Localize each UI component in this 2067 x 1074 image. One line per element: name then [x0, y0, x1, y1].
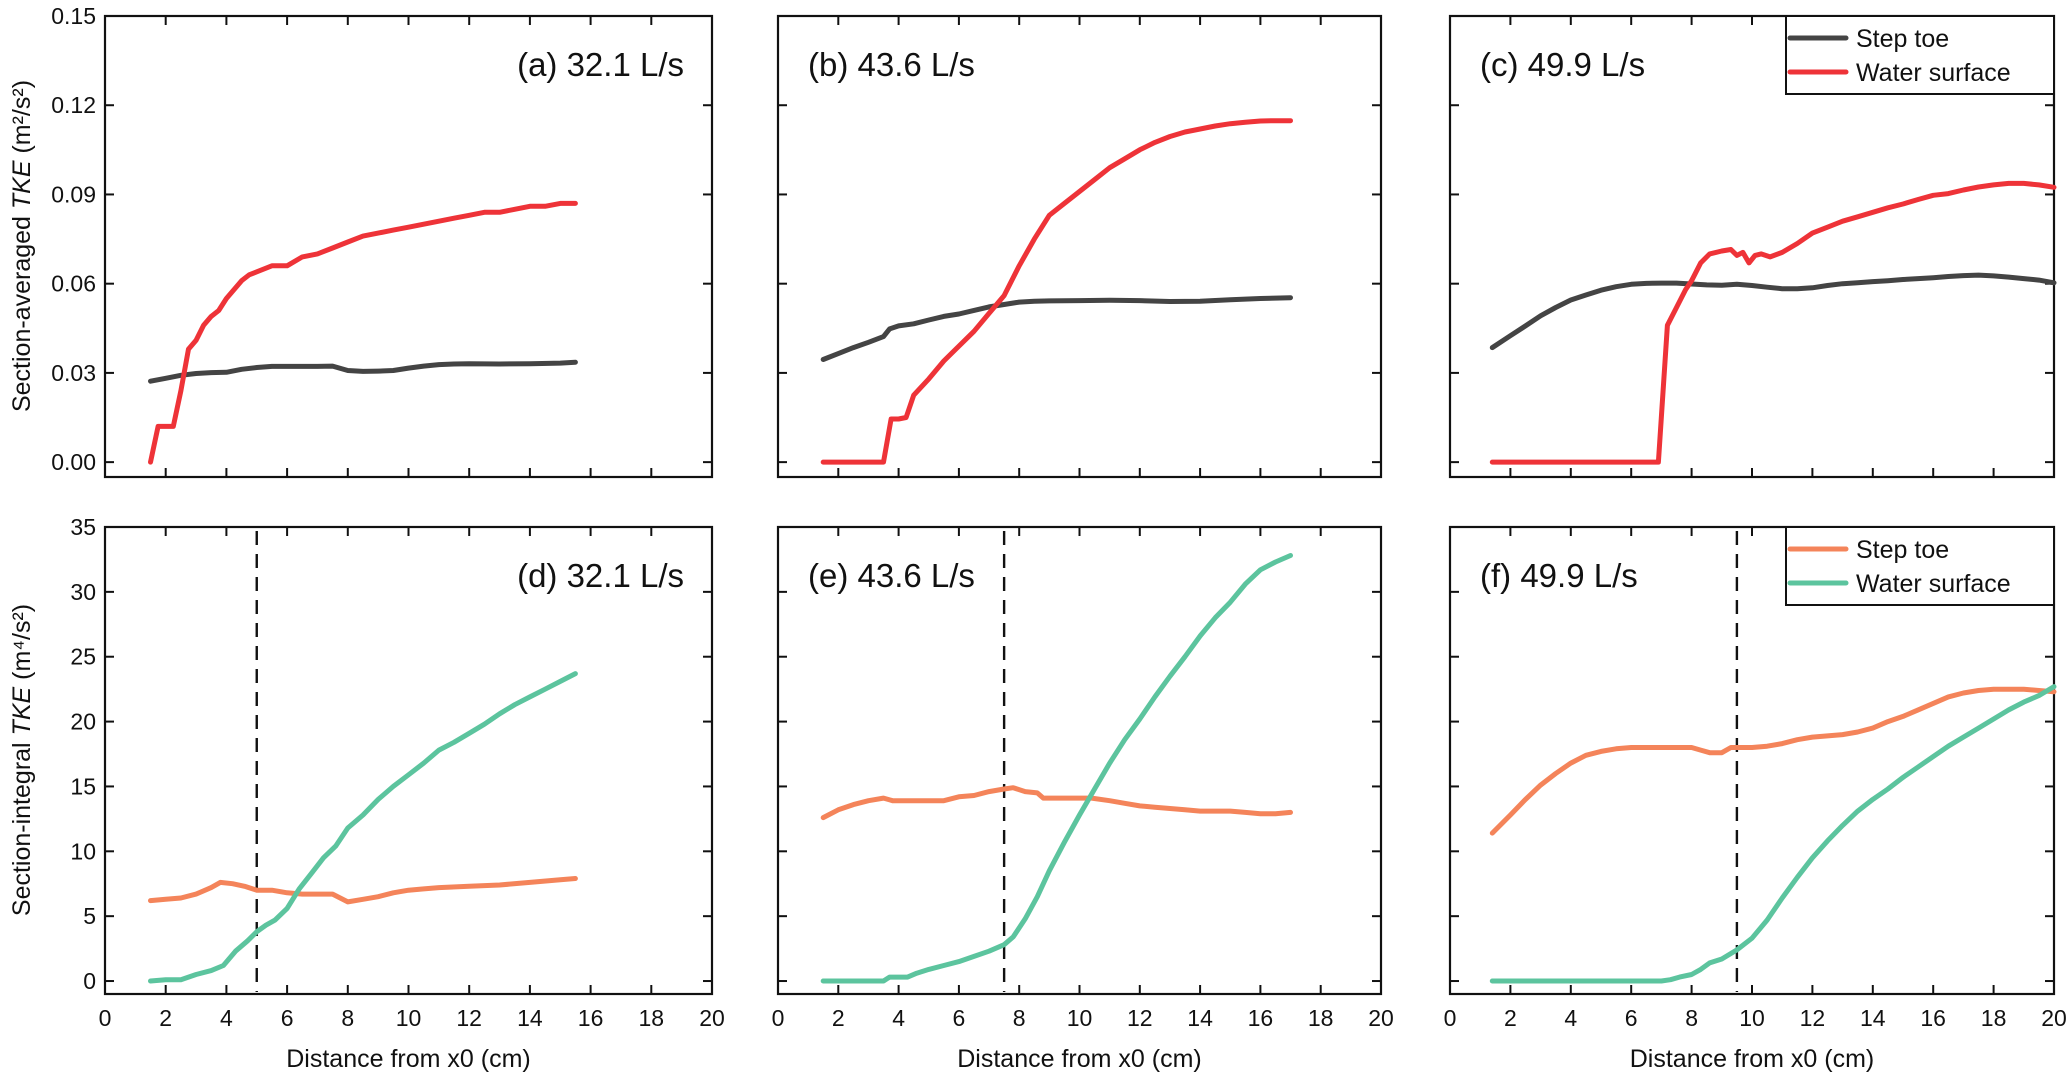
y-tick-label: 25 [70, 644, 96, 670]
series-line-water-surface [148, 671, 578, 984]
x-tick-label: 10 [1739, 1005, 1765, 1031]
series-line-water-surface [820, 118, 1293, 465]
y-tick-label: 0.06 [51, 271, 96, 297]
axis-frame [103, 14, 714, 479]
top-row-y-axis-title: Section-averaged TKE (m²/s²) [8, 80, 36, 412]
legend-entry: Water surface [1856, 59, 2011, 87]
x-tick-label: 20 [1368, 1005, 1394, 1031]
panel-label: (f) 49.9 L/s [1480, 557, 1638, 594]
series-line-step-toe [1489, 272, 2057, 351]
y-tick-label: 35 [70, 514, 96, 540]
x-tick-label: 18 [1308, 1005, 1334, 1031]
x-tick-label: 10 [1067, 1005, 1093, 1031]
x-tick-label: 0 [99, 1005, 112, 1031]
y-tick-label: 0.15 [51, 3, 96, 29]
x-tick-label: 8 [1013, 1005, 1026, 1031]
x-tick-label: 20 [699, 1005, 725, 1031]
panel-label: (a) 32.1 L/s [517, 46, 684, 83]
series-line-water-surface [820, 553, 1293, 984]
x-tick-label: 2 [832, 1005, 845, 1031]
x-tick-label: 14 [1860, 1005, 1886, 1031]
x-tick-label: 8 [1685, 1005, 1698, 1031]
panels: 0.00 0.03 0.06 0.09 0.12 0.15 (a) 32.1 L/s (b) … [51, 3, 2067, 1073]
x-tick-label: 2 [159, 1005, 172, 1031]
x-tick-label: 16 [1248, 1005, 1274, 1031]
axis-frame [776, 525, 1383, 996]
y-tick-label: 20 [70, 709, 96, 735]
x-tick-label: 6 [953, 1005, 966, 1031]
y-tick-label: 0 [83, 968, 96, 994]
panel-label: (b) 43.6 L/s [808, 46, 975, 83]
panel-b: (b) 43.6 L/s [776, 14, 1383, 479]
y-tick-label: 15 [70, 773, 96, 799]
y-tick-label: 10 [70, 838, 96, 864]
x-tick-label: 8 [341, 1005, 354, 1031]
legend: Step toe Water surface [1785, 15, 2055, 95]
x-tick-label: 6 [281, 1005, 294, 1031]
x-tick-label: 12 [1127, 1005, 1153, 1031]
x-axis-title: Distance from x0 (cm) [1630, 1045, 1874, 1073]
y-tick-label: 0.12 [51, 92, 96, 118]
x-tick-label: 4 [1564, 1005, 1577, 1031]
series-line-water-surface [1489, 684, 2057, 984]
axis-frame [776, 14, 1383, 479]
x-tick-label: 12 [456, 1005, 482, 1031]
x-tick-label: 0 [1444, 1005, 1457, 1031]
x-tick-label: 10 [396, 1005, 422, 1031]
x-tick-label: 16 [1920, 1005, 1946, 1031]
series-line-step-toe [148, 359, 578, 384]
x-tick-label: 14 [517, 1005, 543, 1031]
x-tick-label: 16 [578, 1005, 604, 1031]
series-line-step-toe [820, 785, 1293, 821]
x-tick-label: 0 [772, 1005, 785, 1031]
y-tick-label: 5 [83, 903, 96, 929]
panel-label: (c) 49.9 L/s [1480, 46, 1645, 83]
legend-entry: Step toe [1856, 536, 1949, 564]
series-line-step-toe [148, 876, 578, 905]
axis-frame [103, 525, 714, 996]
series-line-step-toe [1489, 686, 2057, 836]
series-line-water-surface [148, 200, 578, 465]
x-tick-label: 4 [892, 1005, 905, 1031]
legend-box [1785, 15, 2055, 95]
y-tick-label: 0.03 [51, 360, 96, 386]
panel-a: 0.00 0.03 0.06 0.09 0.12 0.15 (a) 32.1 L/s [51, 3, 714, 479]
y-tick-label: 0.00 [51, 449, 96, 475]
x-tick-label: 2 [1504, 1005, 1517, 1031]
x-tick-label: 20 [2041, 1005, 2067, 1031]
x-axis-title: Distance from x0 (cm) [286, 1045, 530, 1073]
series-line-water-surface [1489, 180, 2057, 465]
x-tick-label: 18 [639, 1005, 665, 1031]
legend: Step toe Water surface [1785, 526, 2055, 606]
y-tick-label: 0.09 [51, 181, 96, 207]
x-tick-label: 18 [1981, 1005, 2007, 1031]
panel-d: 0 2 4 6 8 10 12 14 16 18 20 0 5 10 15 20 25 30 35 Distance … [70, 514, 724, 1073]
panel-e: 0 2 4 6 8 10 12 14 16 18 20 Distance from x0 (cm) (e… [772, 525, 1394, 1073]
x-tick-label: 14 [1187, 1005, 1213, 1031]
panel-f: 0 2 4 6 8 10 12 14 16 18 20 Distance from x0 (cm) (f… [1444, 525, 2067, 1073]
x-tick-label: 4 [220, 1005, 233, 1031]
legend-entry: Step toe [1856, 25, 1949, 53]
panel-label: (d) 32.1 L/s [517, 557, 684, 594]
legend-entry: Water surface [1856, 570, 2011, 598]
bottom-row-y-axis-title: Section-integral TKE (m⁴/s²) [8, 604, 36, 916]
x-axis-title: Distance from x0 (cm) [957, 1045, 1201, 1073]
panel-label: (e) 43.6 L/s [808, 557, 975, 594]
x-tick-label: 12 [1800, 1005, 1826, 1031]
legend-box [1785, 526, 2055, 606]
x-tick-label: 6 [1625, 1005, 1638, 1031]
panel-c: (c) 49.9 L/s Step toe Water surface [1448, 14, 2057, 479]
y-tick-label: 30 [70, 579, 96, 605]
series-line-step-toe [820, 295, 1293, 362]
